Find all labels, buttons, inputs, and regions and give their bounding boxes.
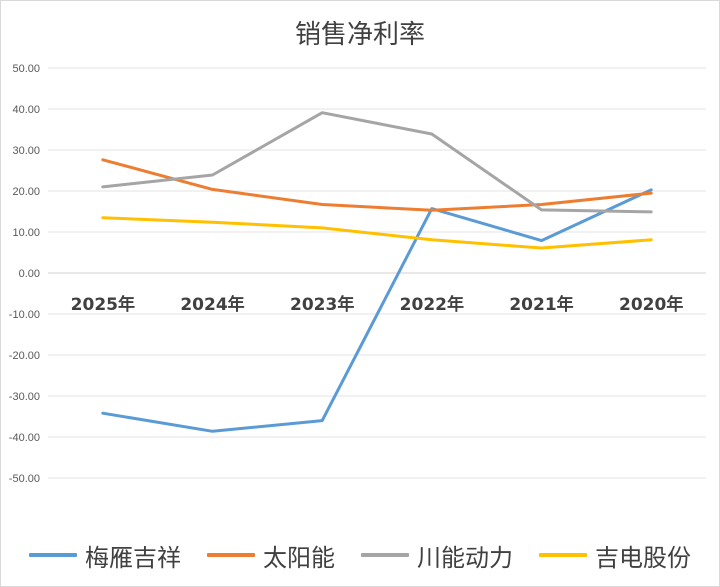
legend-item: 吉电股份 — [539, 538, 691, 573]
legend-swatch — [207, 553, 255, 557]
legend-label: 川能动力 — [417, 543, 513, 572]
x-tick-label: 2021年 — [509, 294, 573, 315]
series-line — [101, 111, 653, 214]
y-tick-label: -10.00 — [9, 309, 40, 321]
y-tick-label: -40.00 — [9, 432, 40, 444]
legend-label: 梅雁吉祥 — [85, 543, 181, 572]
x-tick-label: 2023年 — [290, 294, 354, 315]
series-line — [101, 158, 653, 212]
y-tick-label: 20.00 — [12, 186, 40, 198]
y-tick-label: 30.00 — [12, 145, 40, 157]
x-tick-label: 2024年 — [180, 294, 244, 315]
y-tick-label: 40.00 — [12, 104, 40, 116]
x-tick-label: 2022年 — [400, 294, 464, 315]
x-tick-label: 2025年 — [71, 294, 135, 315]
legend-item: 川能动力 — [361, 538, 513, 573]
y-tick-label: -50.00 — [9, 473, 40, 485]
chart-title: 销售净利率 — [294, 20, 425, 50]
legend-item: 梅雁吉祥 — [29, 538, 181, 573]
legend-label: 太阳能 — [263, 543, 335, 572]
series-line — [101, 216, 653, 250]
legend: 梅雁吉祥 太阳能 川能动力 吉电股份 — [0, 535, 720, 575]
y-tick-label: -20.00 — [9, 350, 40, 362]
y-tick-label: 50.00 — [12, 63, 40, 75]
legend-swatch — [539, 553, 587, 557]
legend-item: 太阳能 — [207, 538, 335, 573]
y-tick-label: 10.00 — [12, 227, 40, 239]
legend-label: 吉电股份 — [595, 543, 691, 572]
legend-swatch — [29, 553, 77, 557]
legend-swatch — [361, 553, 409, 557]
y-tick-label: -30.00 — [9, 391, 40, 403]
series-line — [101, 188, 653, 433]
y-tick-label: 0.00 — [19, 268, 40, 280]
x-tick-label: 2020年 — [619, 294, 683, 315]
